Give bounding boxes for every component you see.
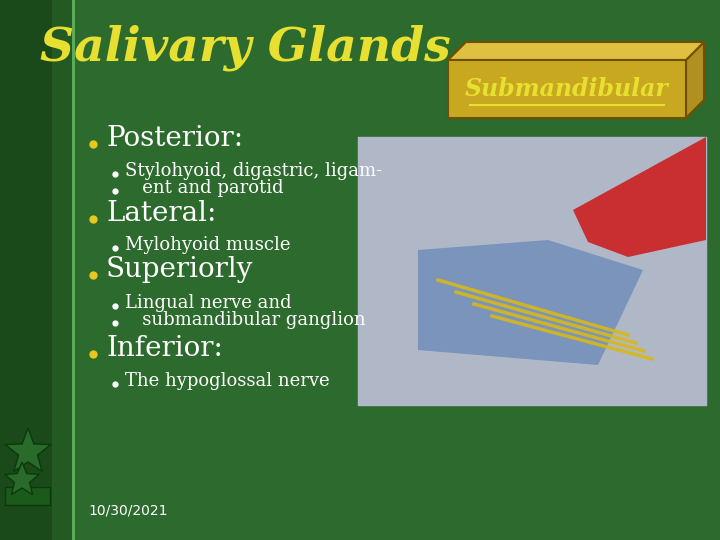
Text: 10/30/2021: 10/30/2021 xyxy=(88,504,168,518)
Text: ent and parotid: ent and parotid xyxy=(125,179,284,197)
Text: Mylohyoid muscle: Mylohyoid muscle xyxy=(125,236,290,254)
Text: The hypoglossal nerve: The hypoglossal nerve xyxy=(125,372,330,390)
Polygon shape xyxy=(686,42,704,118)
FancyBboxPatch shape xyxy=(358,137,706,405)
Text: submandibular ganglion: submandibular ganglion xyxy=(125,311,366,329)
Text: Superiorly: Superiorly xyxy=(106,256,253,283)
Text: Inferior:: Inferior: xyxy=(106,335,223,362)
Polygon shape xyxy=(5,462,39,495)
FancyBboxPatch shape xyxy=(448,60,686,118)
Polygon shape xyxy=(573,137,706,257)
Text: Salivary Glands: Salivary Glands xyxy=(40,25,451,71)
Text: Lingual nerve and: Lingual nerve and xyxy=(125,294,292,312)
Polygon shape xyxy=(418,240,643,365)
Polygon shape xyxy=(448,42,704,60)
Text: Lateral:: Lateral: xyxy=(106,200,217,227)
FancyBboxPatch shape xyxy=(5,487,50,505)
Text: Posterior:: Posterior: xyxy=(106,125,243,152)
FancyBboxPatch shape xyxy=(0,0,52,540)
Polygon shape xyxy=(5,428,51,471)
FancyBboxPatch shape xyxy=(52,0,74,540)
FancyBboxPatch shape xyxy=(72,0,75,540)
Text: Submandibular: Submandibular xyxy=(465,77,669,101)
Text: Stylohyoid, digastric, ligam-: Stylohyoid, digastric, ligam- xyxy=(125,162,382,180)
